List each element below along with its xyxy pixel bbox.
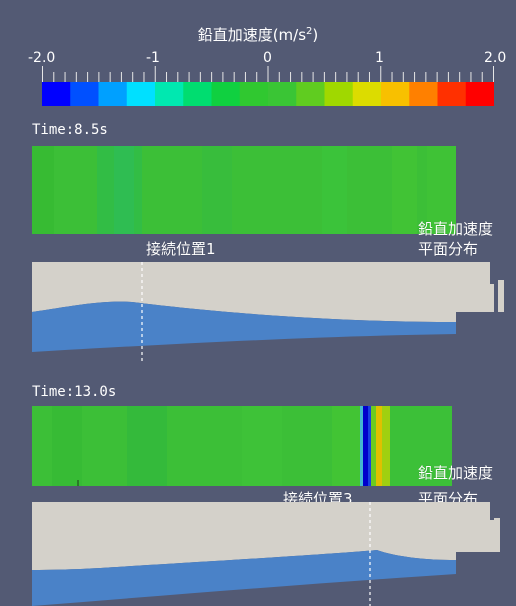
acceleration-field-view [32, 146, 456, 234]
map-label: 平面分布 [418, 240, 479, 258]
colorbar-segment [155, 82, 184, 106]
colorbar-segment [211, 82, 241, 106]
colorbar-segment [239, 82, 269, 106]
time-label: Time:13.0s [32, 384, 117, 400]
colorbar-segment [296, 82, 325, 106]
colorbar-segment [268, 82, 297, 106]
colorbar-segment [183, 82, 212, 106]
colorbar-tick-label: 2.0 [484, 50, 507, 66]
colorbar-segment [126, 82, 156, 106]
colorbar-segment [352, 82, 382, 106]
colorbar-tick-label: 1 [375, 50, 384, 66]
colorbar-segment [42, 82, 71, 106]
colorbar [42, 82, 494, 106]
colorbar-segment [409, 82, 438, 106]
connection-position-label: 接続位置1 [146, 240, 216, 258]
colorbar-segment [381, 82, 410, 106]
time-label: Time:8.5s [32, 122, 108, 138]
map-label: 鉛直加速度 [418, 464, 494, 482]
section-profile-view [32, 502, 504, 606]
acceleration-field-view [32, 406, 452, 486]
colorbar-ticks [42, 66, 494, 82]
colorbar-tick-label: -2.0 [28, 50, 56, 66]
colorbar-segment [70, 82, 99, 106]
map-label: 鉛直加速度 [418, 220, 494, 238]
colorbar-segment [324, 82, 354, 106]
colorbar-title: 鉛直加速度(m/s2) [197, 26, 319, 44]
colorbar-segment [98, 82, 128, 106]
section-profile-view [32, 262, 504, 362]
colorbar-segment [437, 82, 467, 106]
colorbar-tick-label: -1 [146, 50, 160, 66]
colorbar-segment [465, 82, 494, 106]
colorbar-tick-label: 0 [263, 50, 272, 66]
